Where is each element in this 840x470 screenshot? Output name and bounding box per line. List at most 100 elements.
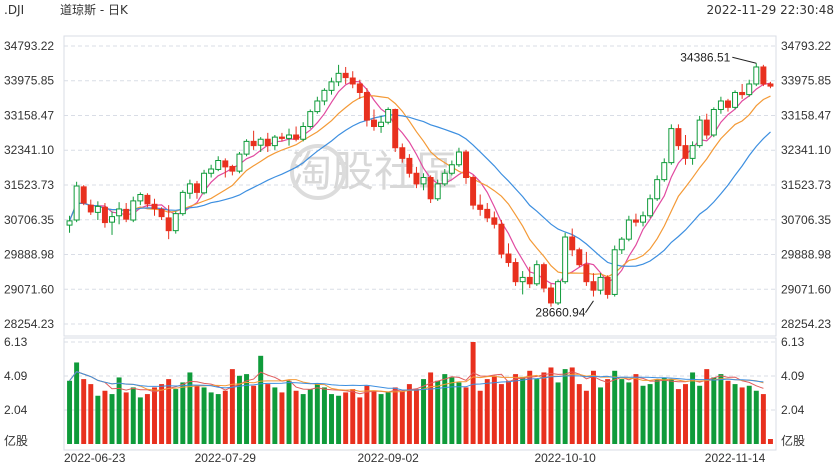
candle-body <box>717 100 724 110</box>
candle <box>250 130 257 150</box>
volume-bar <box>675 389 681 444</box>
candle-body <box>767 83 774 87</box>
volume-bar <box>506 380 511 444</box>
candle-body <box>406 157 413 174</box>
candle <box>647 194 654 218</box>
candle <box>470 175 477 210</box>
volume-bar <box>463 387 469 444</box>
candle-body <box>477 204 484 210</box>
volume-bar <box>109 394 115 444</box>
candle <box>682 134 689 165</box>
high-label: 34386.51 <box>680 50 730 64</box>
gridlines <box>63 35 777 451</box>
candle <box>236 151 243 174</box>
candle-body <box>349 77 356 85</box>
volume-bar <box>236 375 242 444</box>
candle-body <box>540 264 547 289</box>
volume-bar <box>654 379 660 444</box>
candle-body <box>498 223 505 255</box>
candle-body <box>257 138 264 146</box>
low-annotation: 28660.94 <box>535 300 594 320</box>
low-pointer <box>585 300 594 313</box>
candle <box>356 79 363 99</box>
candle <box>179 190 186 216</box>
volume-bar <box>725 380 731 444</box>
candle <box>753 63 760 87</box>
candle-body <box>300 125 307 140</box>
candle <box>441 169 448 187</box>
candle-body <box>463 151 469 179</box>
candle <box>562 232 569 284</box>
candle-body <box>321 89 328 102</box>
volume-bar <box>251 385 257 444</box>
candle-body <box>725 100 731 108</box>
volume-bar <box>371 390 377 444</box>
volume-bar <box>456 382 462 444</box>
volume-panel-frame <box>63 337 777 451</box>
volume-bar <box>704 369 710 444</box>
candle <box>696 115 703 148</box>
volume-bar <box>286 380 292 444</box>
candle-body <box>130 200 137 221</box>
candle <box>300 122 307 142</box>
candle-body <box>144 194 151 205</box>
candle-body <box>753 66 760 85</box>
candle-body <box>675 128 682 147</box>
volume-bar <box>520 377 526 444</box>
candle-body <box>236 153 243 172</box>
candle <box>576 247 583 267</box>
candle-body <box>710 108 717 136</box>
candle-body <box>597 276 604 291</box>
candle-body <box>314 100 321 113</box>
candle-body <box>363 91 370 121</box>
volume-bar <box>123 392 129 444</box>
volume-bar <box>152 387 157 444</box>
candle <box>725 98 731 112</box>
volume-bar <box>159 384 165 444</box>
candle-body <box>264 138 271 147</box>
candle <box>632 213 639 227</box>
candle <box>378 115 385 133</box>
candle <box>710 107 717 138</box>
price-tick-right: 34793.22 <box>781 39 831 53</box>
candle-body <box>484 208 491 219</box>
volume-bar <box>477 390 483 444</box>
volume-bar <box>258 355 264 444</box>
watermark-logo-icon <box>290 144 346 200</box>
volume-bar <box>498 384 504 444</box>
candle <box>689 141 696 165</box>
volume-bar <box>378 394 384 444</box>
volume-moving-averages <box>69 371 764 395</box>
candle-body <box>455 151 462 166</box>
candles <box>66 63 774 307</box>
candle-body <box>109 216 115 223</box>
high-annotation: 34386.51 <box>680 50 757 64</box>
volume-bar <box>357 397 363 444</box>
candle-body <box>286 134 292 139</box>
candle-body <box>434 183 441 200</box>
candle-body <box>215 160 222 170</box>
volume-bar <box>690 372 696 444</box>
volume-bar <box>385 392 391 444</box>
ma20-line <box>68 114 771 267</box>
candle-body <box>371 119 377 127</box>
volume-bar <box>272 387 278 444</box>
candle-body <box>661 162 668 181</box>
candle-body <box>441 172 448 185</box>
candle-body <box>94 205 101 213</box>
candle-body <box>682 145 689 159</box>
volume-bar <box>81 379 87 444</box>
price-tick-left: 34793.22 <box>4 39 54 53</box>
candle <box>66 215 73 233</box>
price-tick-left: 32341.10 <box>4 143 54 157</box>
candle <box>548 283 554 307</box>
price-tick-left: 33158.47 <box>4 109 54 123</box>
candle <box>760 64 767 87</box>
candle <box>286 128 292 146</box>
candle <box>307 109 314 129</box>
candle-body <box>172 213 179 232</box>
candle-body <box>555 281 562 304</box>
volume-bar <box>392 387 398 444</box>
candle <box>186 179 193 199</box>
candle-body <box>151 203 158 210</box>
